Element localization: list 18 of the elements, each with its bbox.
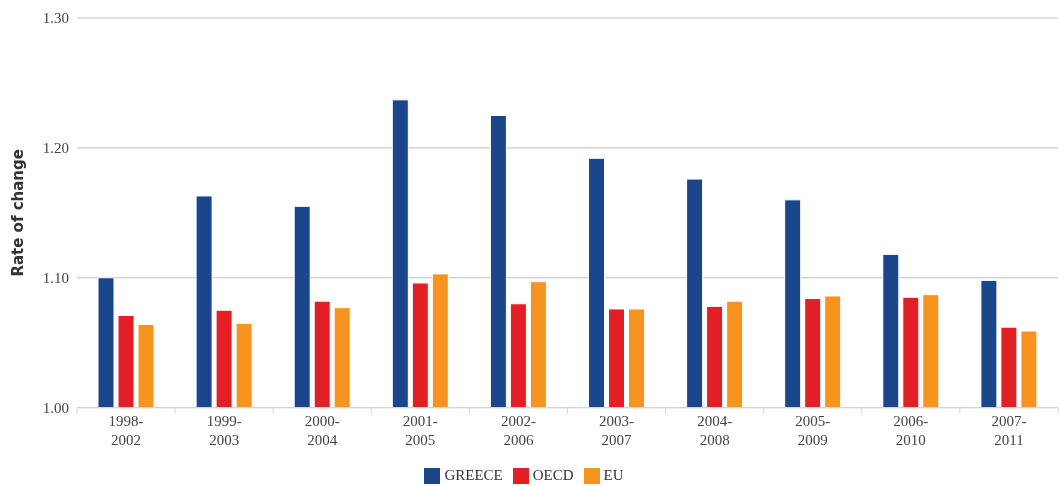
y-tick-label: 1.10 [42, 270, 69, 287]
x-tick-label: 1998-2002 [108, 413, 144, 448]
legend-label: OECD [532, 466, 574, 483]
x-tick-label: 1999-2003 [206, 413, 242, 448]
x-tick-label: 2000-2004 [304, 413, 340, 448]
x-tick-label: 2006-2010 [893, 413, 929, 448]
x-tick-label: 2005-2009 [795, 413, 831, 448]
legend-label: EU [603, 466, 624, 483]
x-tick-label: 2007-2011 [991, 413, 1027, 448]
y-tick-label: 1.30 [42, 10, 69, 27]
x-tick-label: 2003-2007 [599, 413, 635, 448]
legend-label: GREECE [444, 466, 503, 483]
x-tick-label: 2001-2005 [402, 413, 438, 448]
x-tick-label: 2002-2006 [500, 413, 536, 448]
y-tick-label: 1.20 [42, 140, 69, 157]
y-axis-title: Rate of change [9, 149, 27, 277]
x-tick-label: 2004-2008 [697, 413, 733, 448]
y-tick-label: 1.00 [42, 400, 69, 416]
